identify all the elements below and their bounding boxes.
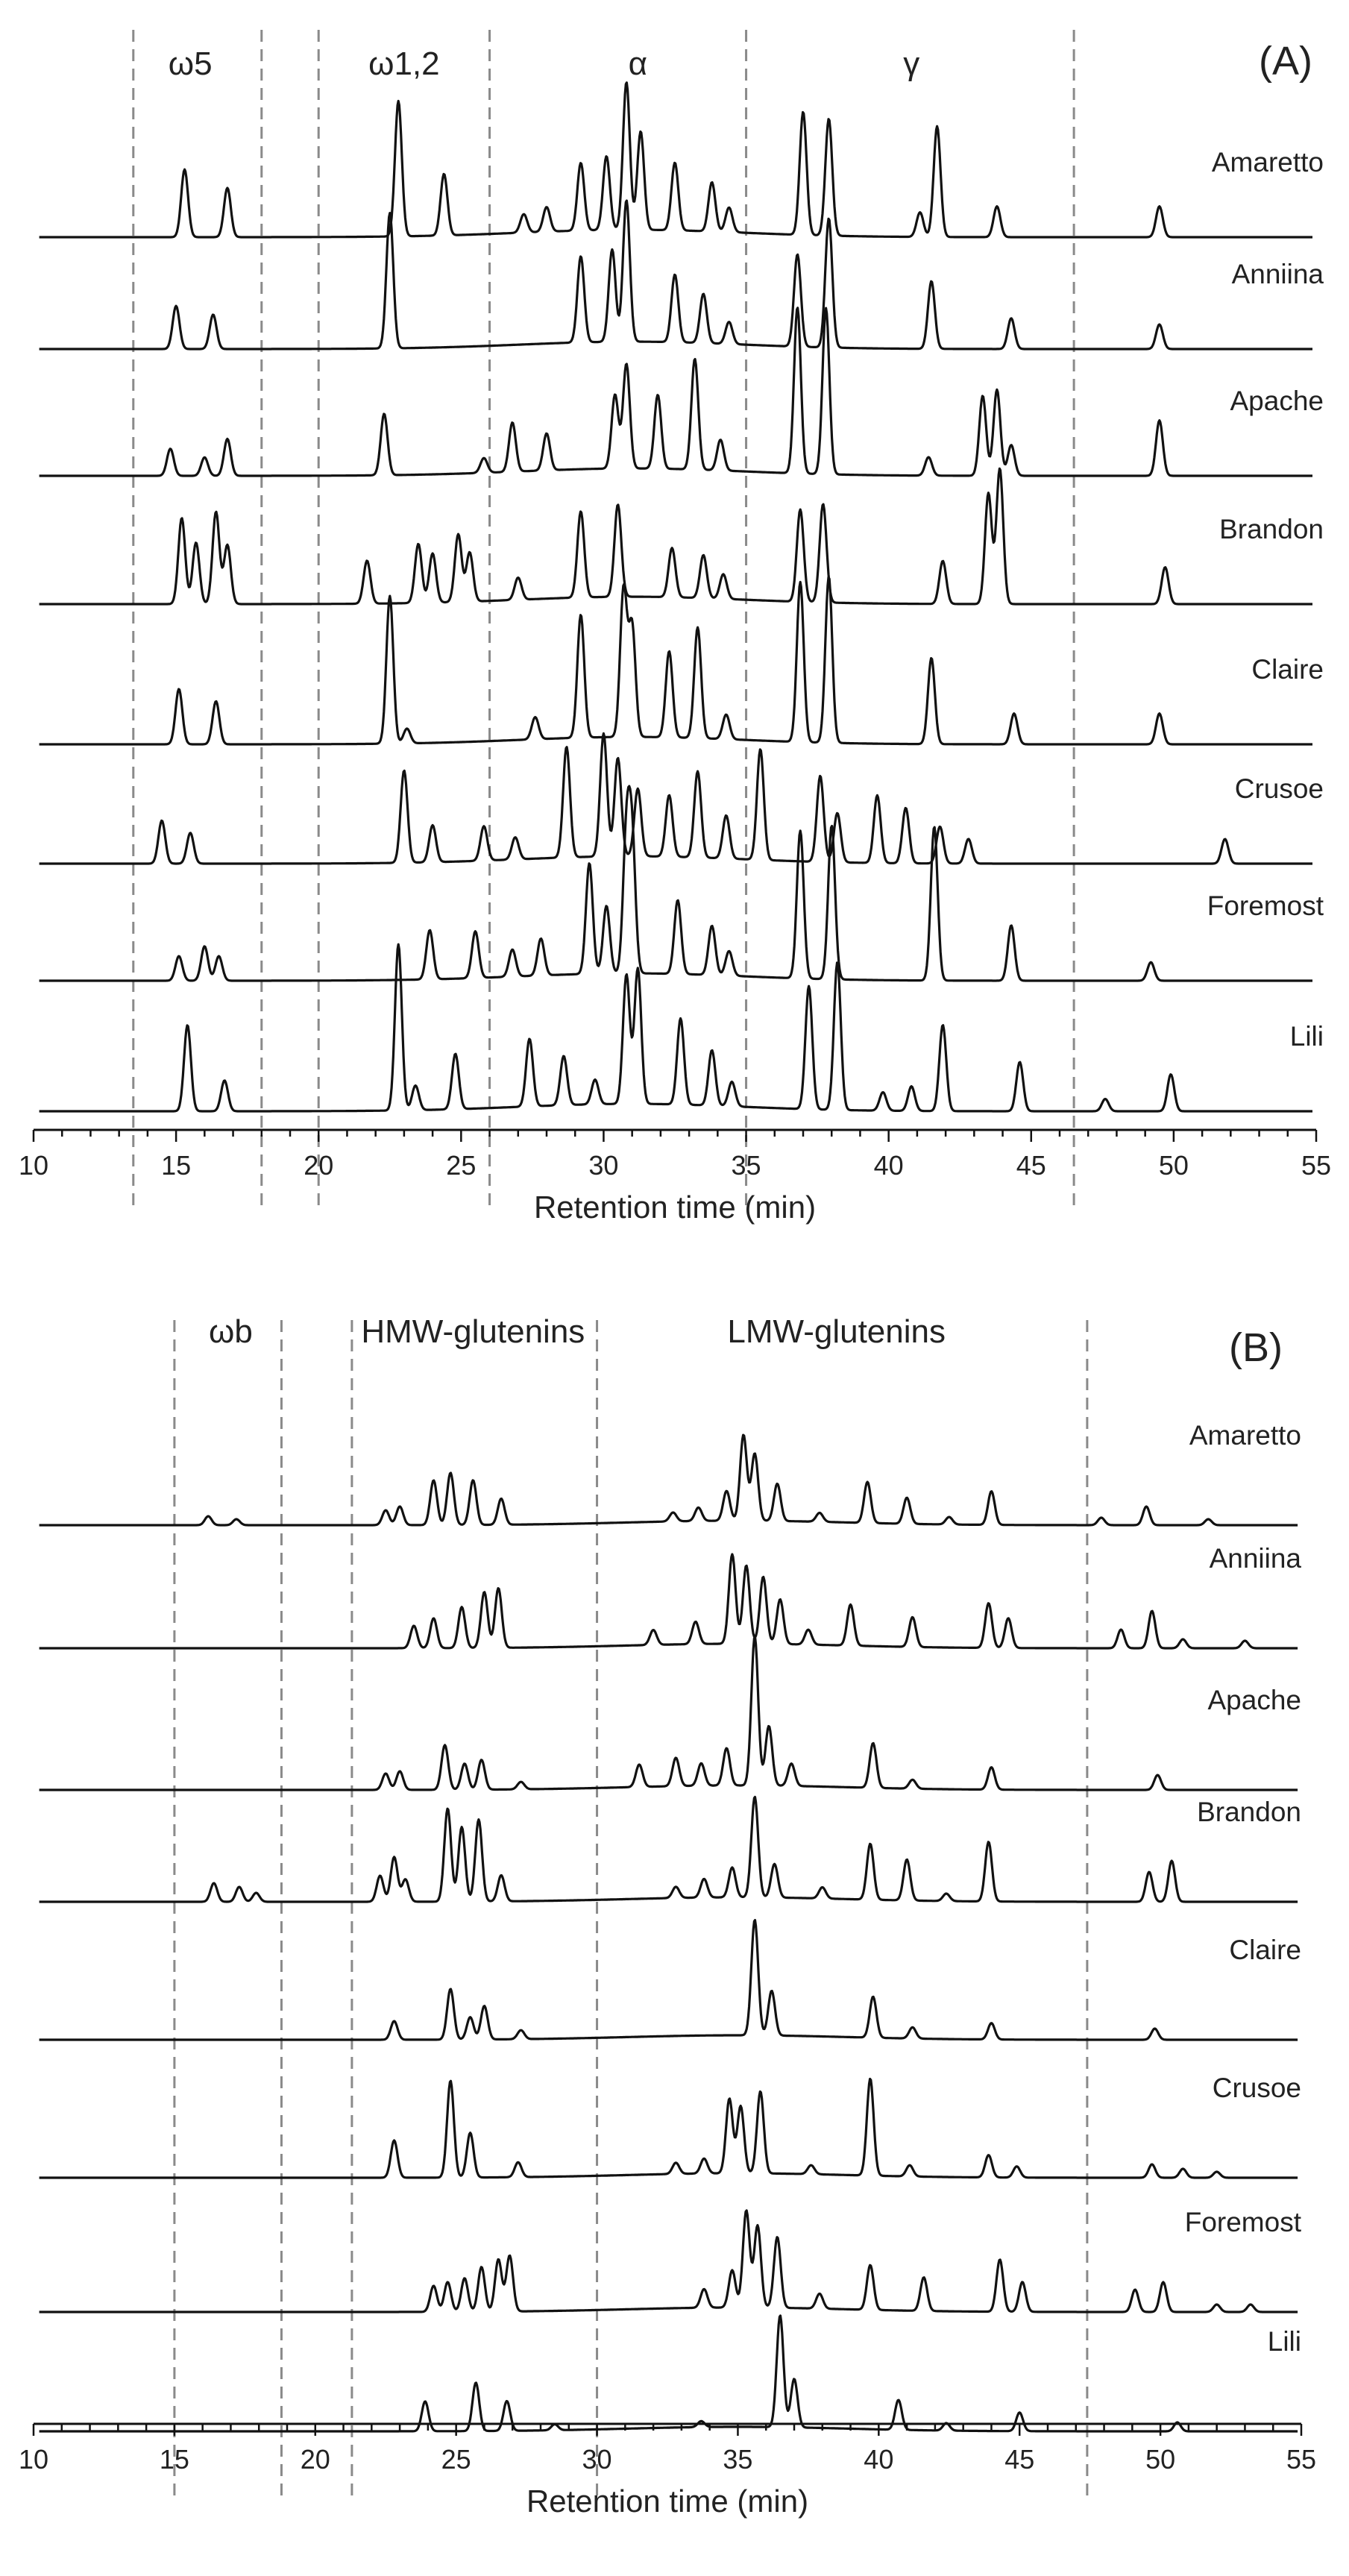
x-tick-label: 10 xyxy=(19,2444,48,2475)
trace-label: Apache xyxy=(1230,386,1324,416)
x-tick-label: 15 xyxy=(161,1150,191,1181)
chromatogram-trace xyxy=(39,1795,1298,1903)
chromatogram-trace xyxy=(39,307,1313,477)
chromatogram-trace xyxy=(39,2314,1298,2433)
region-label: ω5 xyxy=(169,45,213,82)
trace-label: Amaretto xyxy=(1212,147,1324,178)
x-tick-label: 55 xyxy=(1301,1150,1331,1181)
trace-label: Claire xyxy=(1251,654,1324,685)
x-tick-label: 10 xyxy=(19,1150,48,1181)
trace-label: Brandon xyxy=(1197,1797,1301,1827)
x-tick-label: 45 xyxy=(1016,1150,1046,1181)
trace-label: Brandon xyxy=(1219,514,1324,544)
chromatogram-trace xyxy=(39,1553,1298,1650)
chromatogram-trace xyxy=(39,732,1313,865)
x-tick-label: 45 xyxy=(1004,2444,1034,2475)
chromatogram-trace xyxy=(39,467,1313,606)
x-tick-label: 15 xyxy=(160,2444,189,2475)
trace-label: Anniina xyxy=(1210,1543,1302,1574)
chromatogram-trace xyxy=(39,785,1313,982)
x-tick-label: 50 xyxy=(1145,2444,1175,2475)
x-tick-label: 30 xyxy=(588,1150,618,1181)
x-tick-label: 40 xyxy=(864,2444,893,2475)
trace-label: Lili xyxy=(1290,1021,1324,1052)
chromatogram-trace xyxy=(39,81,1313,239)
chart-panel-b: ωb HMW-glutenins LMW-glutenins (B) Amaretto A… xyxy=(19,1313,1316,2519)
region-label: α xyxy=(629,45,647,82)
chart-panel-a: ω5 ω1,2 α γ (A) Amaretto Anniina Apache Brandon C… xyxy=(19,30,1331,1225)
x-tick-label: 35 xyxy=(732,1150,761,1181)
trace-label: Crusoe xyxy=(1213,2073,1301,2103)
region-label: γ xyxy=(903,45,919,82)
trace-label: Crusoe xyxy=(1235,773,1324,804)
region-label: ω1,2 xyxy=(368,45,440,82)
x-axis-title: Retention time (min) xyxy=(534,1190,816,1225)
chromatogram-trace xyxy=(39,2077,1298,2179)
x-tick-label: 20 xyxy=(301,2444,330,2475)
trace-label: Amaretto xyxy=(1189,1420,1301,1451)
x-axis-title: Retention time (min) xyxy=(526,2484,808,2519)
x-tick-label: 35 xyxy=(723,2444,752,2475)
chromatogram-trace xyxy=(39,1433,1298,1527)
x-tick-label: 20 xyxy=(304,1150,333,1181)
chromatogram-trace xyxy=(39,1919,1298,2041)
chromatogram-trace xyxy=(39,2209,1298,2313)
region-label: LMW-glutenins xyxy=(727,1313,946,1350)
chromatogram-trace xyxy=(39,943,1313,1113)
panel-label: (B) xyxy=(1229,1325,1283,1370)
chromatogram-trace xyxy=(39,199,1313,351)
region-label: HMW-glutenins xyxy=(361,1313,585,1350)
chromatogram-trace xyxy=(39,1636,1298,1791)
trace-label: Lili xyxy=(1268,2326,1301,2357)
chromatogram-trace xyxy=(39,576,1313,746)
trace-label: Foremost xyxy=(1185,2207,1302,2237)
panel-label: (A) xyxy=(1259,39,1312,84)
x-tick-label: 50 xyxy=(1159,1150,1189,1181)
trace-label: Claire xyxy=(1229,1935,1301,1965)
trace-label: Foremost xyxy=(1207,890,1324,921)
trace-label: Apache xyxy=(1208,1685,1302,1715)
x-tick-label: 25 xyxy=(441,2444,471,2475)
x-tick-label: 55 xyxy=(1286,2444,1316,2475)
x-tick-label: 25 xyxy=(446,1150,476,1181)
x-tick-label: 40 xyxy=(874,1150,904,1181)
trace-label: Anniina xyxy=(1232,259,1324,289)
x-tick-label: 30 xyxy=(582,2444,612,2475)
region-label: ωb xyxy=(209,1313,253,1350)
